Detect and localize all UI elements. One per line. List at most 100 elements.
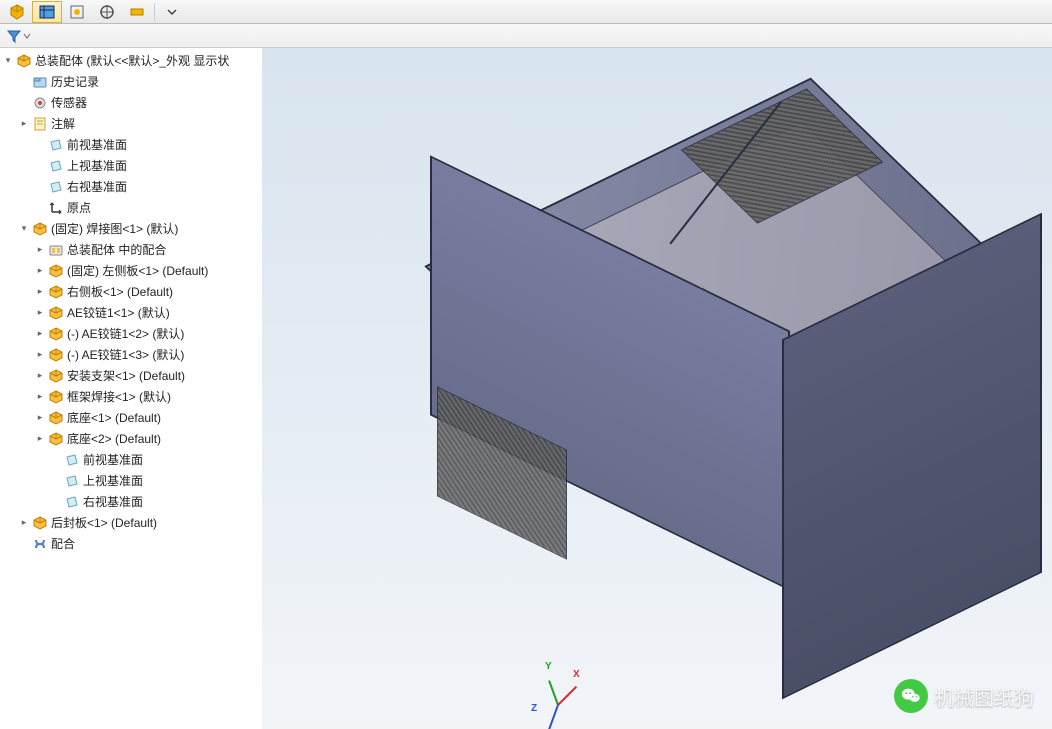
plane-icon [48, 137, 64, 153]
origin-icon [48, 200, 64, 216]
tree-item-label: (固定) 左侧板<1> (Default) [67, 262, 208, 279]
plane-icon [64, 494, 80, 510]
part-icon [48, 410, 64, 426]
tree-item[interactable]: ▸ (-) AE铰链1<3> (默认) [0, 344, 262, 365]
tree-item-label: (-) AE铰链1<3> (默认) [67, 346, 184, 363]
tree-item-label: 注解 [51, 115, 75, 132]
tree-item[interactable]: ▸ 后封板<1> (Default) [0, 512, 262, 533]
tree-item[interactable]: 上视基准面 [0, 155, 262, 176]
tree-item[interactable]: 传感器 [0, 92, 262, 113]
view-triad[interactable]: Y X Z [527, 659, 587, 719]
expand-icon[interactable]: ▸ [18, 118, 30, 130]
assembly-icon [16, 53, 32, 69]
tree-item-label: 安装支架<1> (Default) [67, 367, 185, 384]
watermark-text: 机械图纸狗 [934, 682, 1034, 711]
expand-icon[interactable]: ▸ [34, 307, 46, 319]
tree-item-label: 后封板<1> (Default) [51, 514, 157, 531]
tree-item[interactable]: ▸ 总装配体 中的配合 [0, 239, 262, 260]
tree-item-label: 底座<2> (Default) [67, 430, 161, 447]
part-icon [48, 326, 64, 342]
tree-item[interactable]: 前视基准面 [0, 449, 262, 470]
plane-icon [64, 452, 80, 468]
sensor-icon [32, 95, 48, 111]
tree-item-label: 上视基准面 [67, 157, 127, 174]
filter-button[interactable] [4, 27, 34, 45]
folder-icon [32, 74, 48, 90]
main-area: ▾总装配体 (默认<<默认>_外观 显示状历史记录传感器▸注解前视基准面上视基准… [0, 48, 1052, 729]
part-icon [48, 284, 64, 300]
tree-item-label: 右视基准面 [83, 493, 143, 510]
tree-item[interactable]: ▾ (固定) 焊接图<1> (默认) [0, 218, 262, 239]
tree-item-label: 前视基准面 [83, 451, 143, 468]
toolbar-separator [154, 3, 155, 21]
expand-icon[interactable]: ▸ [18, 517, 30, 529]
note-icon [32, 116, 48, 132]
wechat-icon [894, 679, 928, 713]
tree-item-label: 历史记录 [51, 73, 99, 90]
tree-item[interactable]: 前视基准面 [0, 134, 262, 155]
graphics-viewport[interactable]: Y X Z 机械图纸狗 [262, 48, 1052, 729]
tree-item-label: (-) AE铰链1<2> (默认) [67, 325, 184, 342]
tree-item[interactable]: ▸ 注解 [0, 113, 262, 134]
plane-icon [48, 179, 64, 195]
tree-item-label: 传感器 [51, 94, 87, 111]
tree-item[interactable]: ▸ 底座<1> (Default) [0, 407, 262, 428]
tree-item[interactable]: ▸ 底座<2> (Default) [0, 428, 262, 449]
tree-item[interactable]: ▸ 右侧板<1> (Default) [0, 281, 262, 302]
expand-icon[interactable]: ▸ [34, 349, 46, 361]
axis-y-label: Y [545, 661, 552, 672]
part-icon [48, 368, 64, 384]
part-icon [48, 263, 64, 279]
tree-item[interactable]: ▸ (固定) 左侧板<1> (Default) [0, 260, 262, 281]
mate-icon [48, 242, 64, 258]
tree-item[interactable]: ▸ (-) AE铰链1<2> (默认) [0, 323, 262, 344]
tree-item-label: 前视基准面 [67, 136, 127, 153]
assembly-tab-button[interactable] [2, 1, 32, 23]
tree-item[interactable]: ▸ 安装支架<1> (Default) [0, 365, 262, 386]
expand-icon[interactable]: ▾ [18, 223, 30, 235]
tree-item[interactable]: 原点 [0, 197, 262, 218]
tree-root-label: 总装配体 (默认<<默认>_外观 显示状 [35, 52, 229, 69]
tree-item-label: 底座<1> (Default) [67, 409, 161, 426]
tree-root[interactable]: ▾ 总装配体 (默认<<默认>_外观 显示状 [0, 50, 262, 71]
dimxpert-tab-button[interactable] [122, 1, 152, 23]
expand-icon[interactable]: ▸ [34, 244, 46, 256]
tree-item-label: 右侧板<1> (Default) [67, 283, 173, 300]
property-tab-button[interactable] [62, 1, 92, 23]
display-pane-tab-button[interactable] [32, 1, 62, 23]
tree-item-label: 总装配体 中的配合 [67, 241, 166, 258]
expand-icon[interactable]: ▸ [34, 433, 46, 445]
tree-item[interactable]: 配合 [0, 533, 262, 554]
axis-x [557, 686, 577, 706]
tree-item-label: 框架焊接<1> (默认) [67, 388, 171, 405]
expand-icon[interactable]: ▾ [2, 55, 14, 67]
axis-z [548, 705, 559, 729]
expand-icon[interactable]: ▸ [34, 412, 46, 424]
tree-item[interactable]: 右视基准面 [0, 491, 262, 512]
part-icon [48, 389, 64, 405]
expand-icon[interactable]: ▸ [34, 391, 46, 403]
expand-icon[interactable]: ▸ [34, 370, 46, 382]
tree-item[interactable]: ▸ 框架焊接<1> (默认) [0, 386, 262, 407]
plane-icon [48, 158, 64, 174]
model-enclosure [312, 58, 1032, 718]
expand-icon[interactable]: ▸ [34, 265, 46, 277]
tree-item[interactable]: 历史记录 [0, 71, 262, 92]
watermark: 机械图纸狗 [894, 679, 1034, 713]
tree-item-label: (固定) 焊接图<1> (默认) [51, 220, 178, 237]
tree-item[interactable]: ▸AE铰链1<1> (默认) [0, 302, 262, 323]
part-icon [48, 305, 64, 321]
expand-icon[interactable]: ▸ [34, 328, 46, 340]
part-icon [48, 431, 64, 447]
axis-x-label: X [573, 669, 580, 680]
tree-item-label: 右视基准面 [67, 178, 127, 195]
axis-y [548, 680, 559, 705]
tree-item[interactable]: 上视基准面 [0, 470, 262, 491]
part-icon [32, 515, 48, 531]
expand-icon[interactable]: ▸ [34, 286, 46, 298]
expand-button[interactable] [157, 1, 187, 23]
part-icon [48, 347, 64, 363]
configuration-tab-button[interactable] [92, 1, 122, 23]
tree-item[interactable]: 右视基准面 [0, 176, 262, 197]
feature-manager-tree[interactable]: ▾总装配体 (默认<<默认>_外观 显示状历史记录传感器▸注解前视基准面上视基准… [0, 48, 262, 729]
